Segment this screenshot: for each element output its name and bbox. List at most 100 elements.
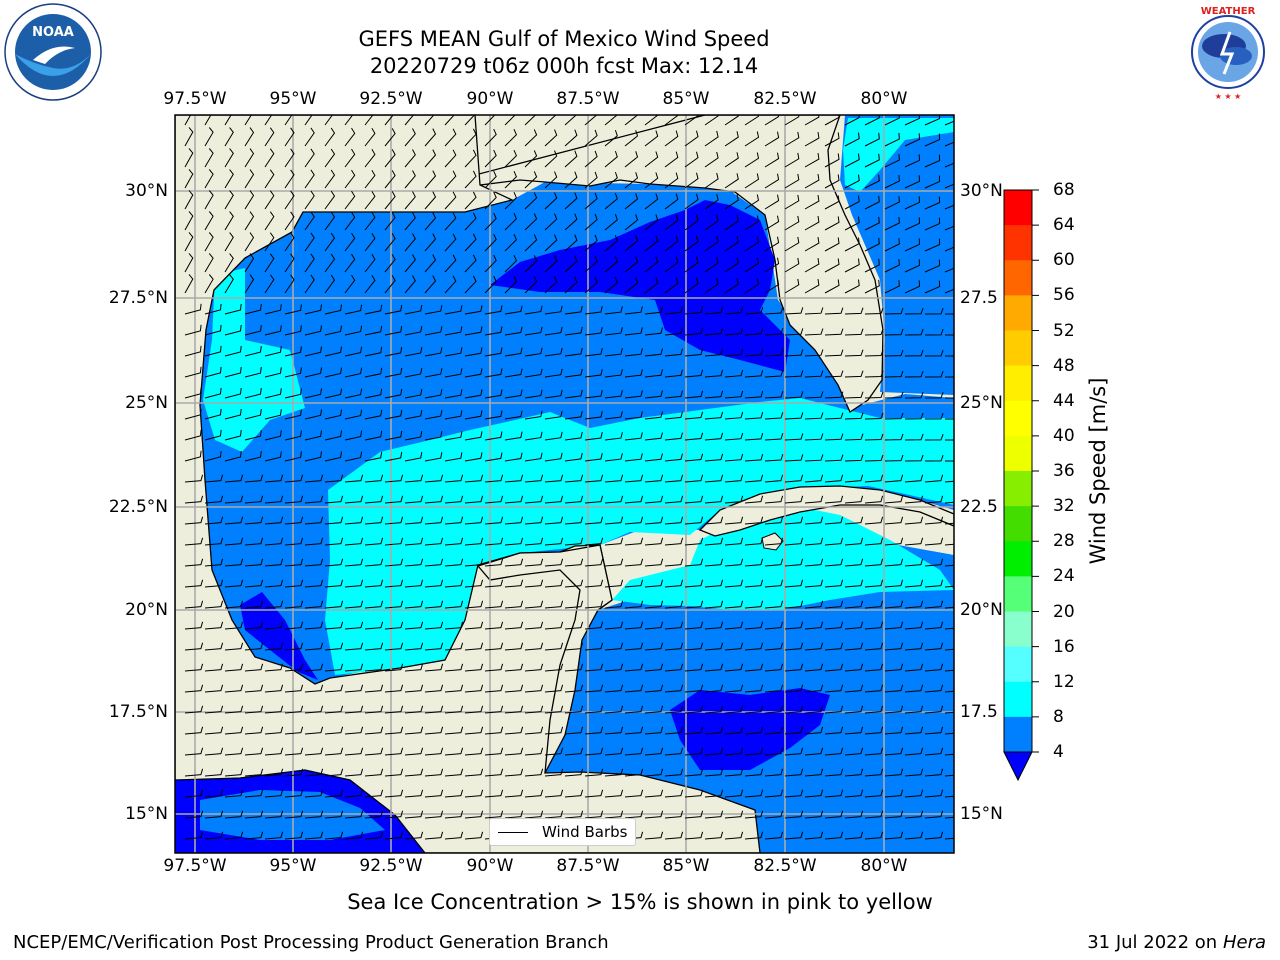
colorbar-band [1004,646,1032,683]
wind-barb [624,348,643,357]
wind-barb [244,516,264,525]
wind-barb [644,663,664,672]
colorbar-tick-label: 16 [1053,636,1075,657]
wind-barb [864,600,884,609]
wind-barb [424,149,437,168]
wind-barb [384,346,403,357]
wind-barb [524,213,538,231]
wind-barb [644,621,664,630]
wind-barb [364,642,384,651]
wind-barb [224,253,234,273]
wind-barb [664,642,684,651]
wind-barb [204,705,224,714]
wind-barb [824,726,844,735]
calm-zone-bay-campeche [240,592,318,680]
wind-barb [664,151,679,168]
wind-barb [584,452,603,462]
wind-barb [484,128,497,147]
wind-barb [724,152,739,168]
wind-barb [624,537,644,546]
colorbar-band [1004,541,1032,577]
wind-barb [824,132,840,147]
wind-barb [684,369,704,378]
wind-barb [424,254,437,273]
wind-barb [184,642,204,651]
wind-barb [384,367,403,378]
wind-barb [884,328,904,336]
calm-zone-ne-gulf [490,200,790,372]
wind-barb [724,369,744,378]
lon-top-tick-label: 85°W [662,89,710,109]
wind-barb [584,600,604,609]
wind-barb [344,127,356,147]
wind-barb [444,452,463,462]
wind-barb [324,600,344,609]
wind-barb [524,537,544,546]
wind-barb [704,369,724,378]
wind-barb [624,579,644,588]
wind-barb [364,516,384,525]
wind-barb [684,537,704,546]
wind-barb [264,274,275,294]
wind-barb [624,193,639,210]
wind-barb [384,768,404,777]
wind-barb [264,474,284,483]
colorbar-tick-label: 68 [1053,180,1075,200]
wind-barb [364,409,383,420]
wind-barb [244,253,255,273]
wind-barb [184,558,204,567]
wind-barb [304,789,324,798]
wind-barb [624,432,643,441]
wind-barb [284,451,302,462]
wind-barb [524,115,537,126]
wind-barb [264,726,284,735]
wind-barb [284,537,304,546]
wind-barb [564,410,583,420]
cyan-zone-atlantic [843,118,954,192]
wind-barb [604,453,623,462]
wind-barb [304,600,324,609]
wind-barb [824,810,844,819]
legend-label: Wind Barbs [542,823,628,841]
wind-barb [604,663,624,672]
wind-barb [604,411,623,420]
wind-barb [884,115,900,126]
wind-barb [744,173,760,189]
wind-barb [704,327,724,336]
wind-barb [564,600,584,609]
lat-left-tick-label: 22.5°N [108,497,168,517]
wind-barb [664,256,679,273]
wind-barb [724,257,739,273]
wind-barb [484,275,497,294]
wind-barb [524,171,538,189]
wind-barb [364,115,374,126]
wind-barb [224,621,244,630]
footer-credit: NCEP/EMC/Verification Post Processing Pr… [13,932,609,953]
wind-barb [384,726,404,735]
wind-barb [284,253,295,273]
wind-barb [284,346,302,357]
wind-barb [224,190,234,210]
wind-barb [944,543,954,546]
wind-barb [844,237,860,252]
wind-barb [945,334,954,336]
wind-barb [664,516,684,525]
wind-barb [624,256,639,273]
wind-barb [884,412,904,420]
wind-barb [404,663,424,672]
wind-barb [444,149,457,168]
wind-barb [304,831,324,840]
wind-barb [664,193,679,210]
wind-barb [804,537,824,546]
wind-barb [504,150,517,168]
wind-barb [184,303,202,315]
wind-barb [944,606,954,609]
wind-barb [564,389,583,399]
wind-barb [684,810,704,819]
wind-barb [884,621,904,630]
wind-barb [344,115,354,126]
wind-barb [524,621,544,630]
wind-barb [304,115,313,126]
wind-barb [604,537,624,546]
wind-barb [844,537,864,546]
